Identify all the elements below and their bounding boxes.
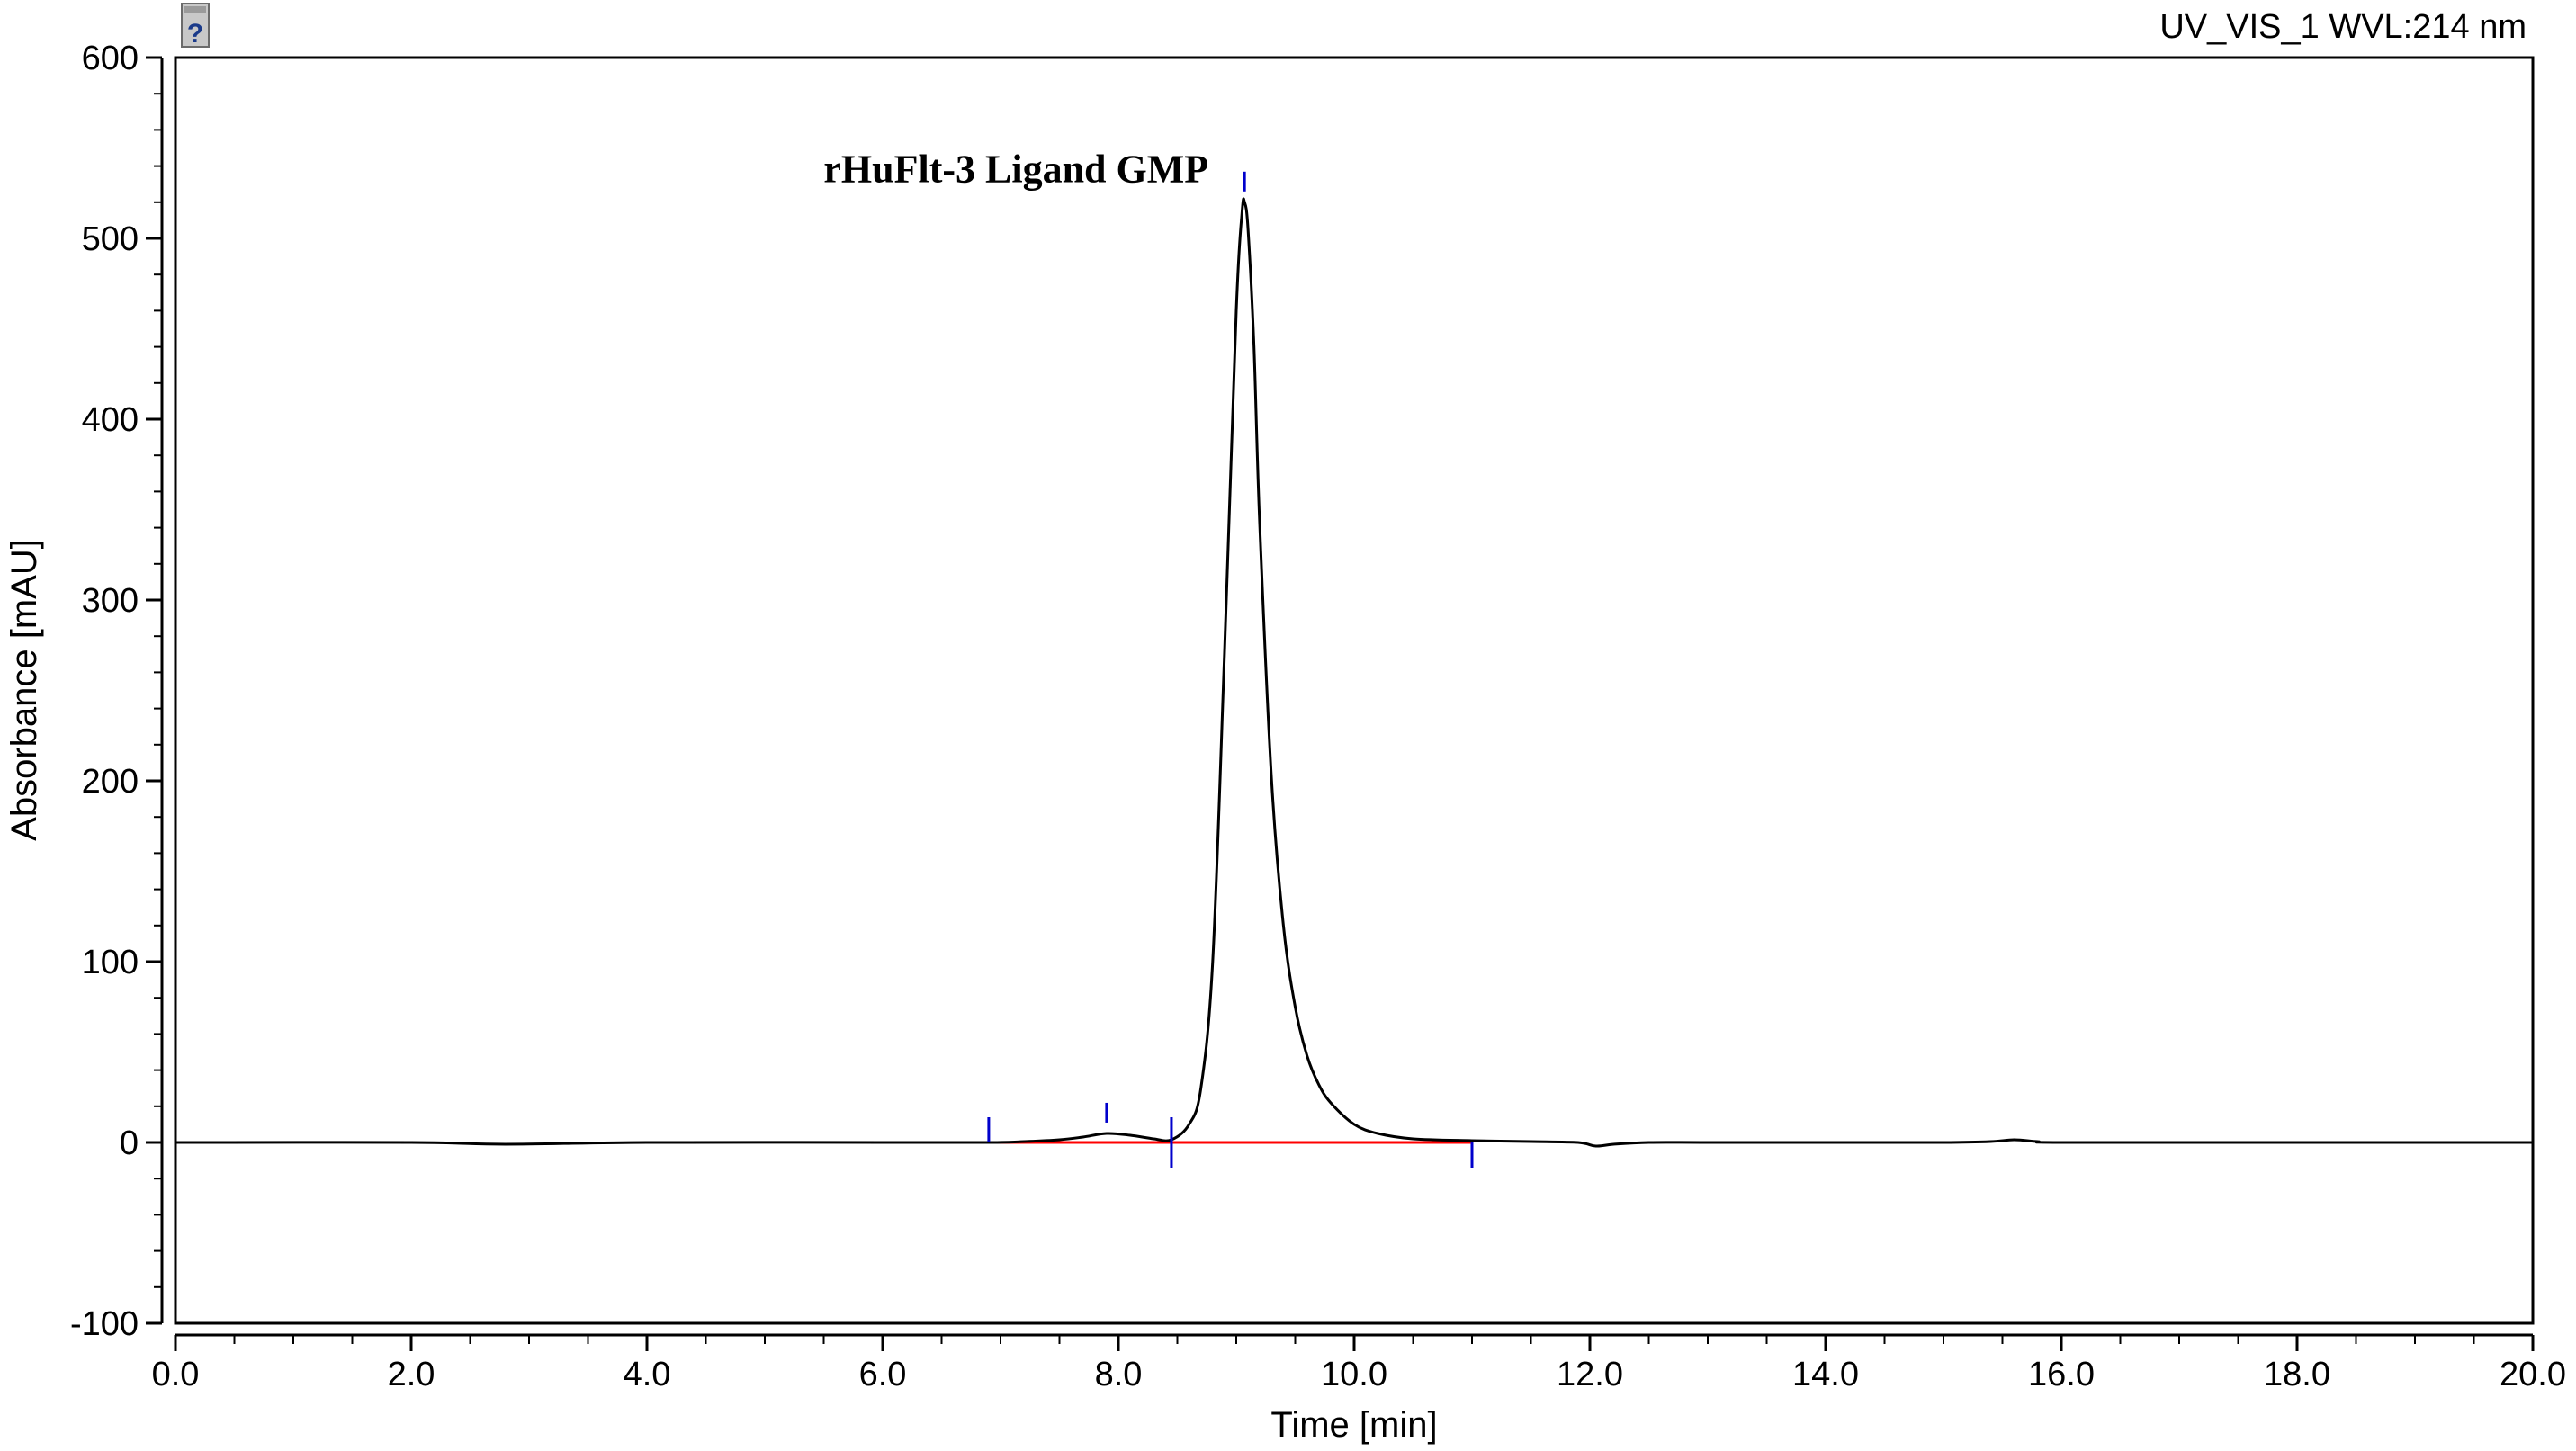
x-axis-ticks: 0.0 2.0 4.0 6.0 8.0 10.0 12.0 14.0 16.0 18.0 20.0 [152, 1335, 2566, 1393]
x-tick-label: 16.0 [2028, 1356, 2095, 1393]
channel-label: UV_VIS_1 WVL:214 nm [2159, 8, 2527, 46]
y-tick-label: 100 [82, 944, 139, 981]
chromatogram-trace [175, 197, 2533, 1148]
x-tick-label: 10.0 [1321, 1356, 1387, 1393]
y-tick-label: 0 [120, 1124, 139, 1162]
x-tick-label: 2.0 [388, 1356, 435, 1393]
x-tick-label: 0.0 [152, 1356, 200, 1393]
y-tick-label: -100 [70, 1305, 139, 1343]
x-tick-label: 8.0 [1095, 1356, 1143, 1393]
x-axis-title: Time [min] [1270, 1405, 1437, 1445]
x-tick-label: 12.0 [1557, 1356, 1623, 1393]
svg-text:?: ? [187, 19, 203, 49]
x-tick-label: 4.0 [624, 1356, 671, 1393]
y-tick-label: 400 [82, 401, 139, 439]
y-tick-label: 200 [82, 763, 139, 801]
help-icon[interactable]: ? [181, 3, 210, 49]
y-axis-ticks: -100 0 100 200 300 400 500 600 [70, 40, 162, 1343]
x-tick-label: 6.0 [859, 1356, 907, 1393]
x-tick-label: 14.0 [1792, 1356, 1859, 1393]
y-axis-title: Absorbance [mAU] [4, 539, 44, 841]
plot-area [174, 56, 2535, 1325]
x-tick-label: 20.0 [2500, 1356, 2566, 1393]
peak-markers [987, 171, 1474, 1168]
y-tick-label: 300 [82, 582, 139, 620]
y-tick-label: 600 [82, 40, 139, 77]
peak-label: rHuFlt-3 Ligand GMP [823, 148, 1208, 192]
y-tick-label: 500 [82, 220, 139, 258]
x-tick-label: 18.0 [2264, 1356, 2330, 1393]
